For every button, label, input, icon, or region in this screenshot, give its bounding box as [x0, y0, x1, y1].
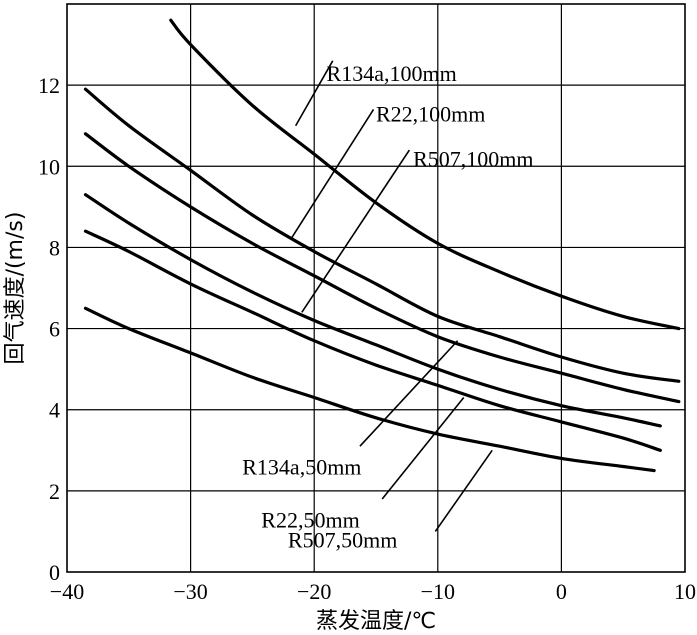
series-label-1: R22,100mm — [376, 102, 485, 127]
x-tick-label: 10 — [674, 579, 696, 604]
series-label-5: R507,50mm — [288, 528, 397, 553]
series-curve-2 — [83, 132, 681, 404]
y-axis-title: 回气速度/(m/s) — [3, 212, 28, 365]
leader-lines — [290, 60, 493, 532]
series-curve-3 — [83, 193, 662, 428]
x-tick-label: −10 — [421, 579, 455, 604]
y-tick-label: 6 — [49, 317, 60, 342]
y-tick-label: 2 — [49, 479, 60, 504]
leader-line-5 — [434, 449, 493, 532]
leader-line-4 — [381, 397, 465, 500]
y-axis-ticks: 0 2 4 6 8 10 12 — [38, 73, 60, 585]
series-curve-5 — [83, 306, 656, 473]
annotations: R134a,100mm R22,100mm R507,100mm R134a,50mm… — [242, 61, 533, 553]
x-tick-label: −20 — [297, 579, 331, 604]
series-label-2: R507,100mm — [413, 146, 533, 171]
x-axis-title: 蒸发温度/℃ — [316, 609, 436, 634]
plot-frame — [66, 3, 686, 573]
grid — [67, 4, 685, 572]
y-tick-label: 4 — [49, 398, 60, 423]
series-label-3: R134a,50mm — [242, 455, 361, 480]
series-label-0: R134a,100mm — [327, 61, 457, 86]
y-tick-label: 8 — [49, 235, 60, 260]
x-tick-label: −30 — [173, 579, 207, 604]
curves — [83, 18, 681, 473]
leader-line-1 — [290, 109, 375, 240]
x-tick-label: 0 — [556, 579, 567, 604]
series-curve-4 — [83, 229, 662, 452]
y-tick-label: 0 — [49, 560, 60, 585]
y-tick-label: 12 — [38, 73, 60, 98]
y-tick-label: 10 — [38, 154, 60, 179]
series-curve-1 — [83, 87, 681, 383]
leader-line-3 — [359, 340, 459, 447]
x-tick-label: −40 — [50, 579, 84, 604]
series-label-4: R22,50mm — [261, 507, 359, 532]
x-axis-ticks: −40 −30 −20 −10 0 10 — [50, 579, 696, 604]
series-curve-0 — [169, 18, 681, 331]
leader-line-2 — [301, 149, 411, 313]
leader-line-0 — [294, 60, 334, 127]
